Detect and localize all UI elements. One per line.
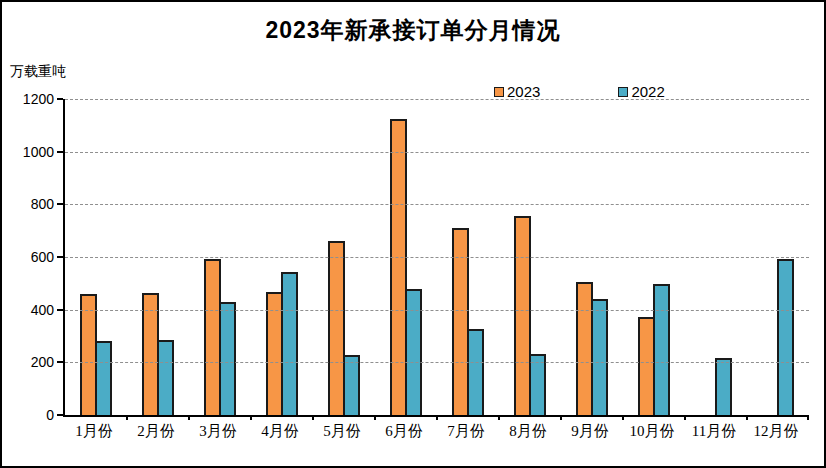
x-axis-label-2月份: 2月份 [125,422,187,441]
legend-item-2022: 2022 [618,83,664,100]
y-axis-label-1200: 1200 [10,91,54,107]
x-axis-label-5月份: 5月份 [311,422,373,441]
legend-item-2023: 2023 [494,83,540,100]
x-axis-label-3月份: 3月份 [187,422,249,441]
x-axis-tick-6 [436,415,438,420]
gridline-400 [65,310,809,311]
legend-swatch-2022 [618,87,628,97]
x-axis-tick-1 [126,415,128,420]
x-axis-tick-7 [498,415,500,420]
plot-area [63,99,809,417]
bar-2022-9月份 [591,299,608,415]
x-axis-tick-9 [622,415,624,420]
x-axis-label-6月份: 6月份 [373,422,435,441]
chart-frame: 2023年新承接订单分月情况 万载重吨 2023 2022 1月份2月份3月份4… [0,0,826,468]
x-axis-tick-10 [684,415,686,420]
chart-title: 2023年新承接订单分月情况 [2,15,824,46]
y-axis-tick-0 [57,414,63,416]
y-axis-tick-800 [57,203,63,205]
x-axis-tick-4 [312,415,314,420]
legend-swatch-2023 [494,87,504,97]
y-axis-label-400: 400 [10,302,54,318]
y-axis-label-0: 0 [10,407,54,423]
bar-2022-1月份 [95,341,112,415]
x-axis-tick-11 [746,415,748,420]
bar-2022-4月份 [281,272,298,415]
y-axis-tick-1200 [57,98,63,100]
x-axis-label-8月份: 8月份 [497,422,559,441]
bar-2022-7月份 [467,329,484,415]
bar-2022-6月份 [405,289,422,415]
y-axis-label-1000: 1000 [10,144,54,160]
bar-2022-10月份 [653,284,670,415]
gridline-1200 [65,99,809,100]
bar-2022-3月份 [219,302,236,415]
x-axis-label-4月份: 4月份 [249,422,311,441]
x-axis-tick-5 [374,415,376,420]
x-axis-label-7月份: 7月份 [435,422,497,441]
bar-2022-11月份 [715,358,732,415]
y-axis-label-600: 600 [10,249,54,265]
gridline-1000 [65,152,809,153]
x-axis-tick-2 [188,415,190,420]
x-axis-label-9月份: 9月份 [559,422,621,441]
x-axis-label-12月份: 12月份 [745,422,807,441]
y-axis-tick-200 [57,361,63,363]
bar-2022-12月份 [777,259,794,415]
bar-2022-5月份 [343,355,360,415]
y-axis-tick-600 [57,256,63,258]
y-axis-label-800: 800 [10,196,54,212]
legend-label-2022: 2022 [631,83,664,100]
bar-2022-2月份 [157,340,174,415]
x-axis-tick-3 [250,415,252,420]
x-axis-label-1月份: 1月份 [63,422,125,441]
gridline-600 [65,257,809,258]
y-axis-unit-label: 万载重吨 [10,63,66,81]
x-axis-label-10月份: 10月份 [621,422,683,441]
y-axis-tick-1000 [57,151,63,153]
y-axis-label-200: 200 [10,354,54,370]
gridline-800 [65,204,809,205]
x-axis-tick-12 [807,415,809,420]
gridline-200 [65,362,809,363]
legend-label-2023: 2023 [507,83,540,100]
x-axis-tick-8 [560,415,562,420]
x-axis-label-11月份: 11月份 [683,422,745,441]
legend: 2023 2022 [494,83,665,100]
x-axis-labels: 1月份2月份3月份4月份5月份6月份7月份8月份9月份10月份11月份12月份 [63,422,807,441]
y-axis-tick-400 [57,309,63,311]
